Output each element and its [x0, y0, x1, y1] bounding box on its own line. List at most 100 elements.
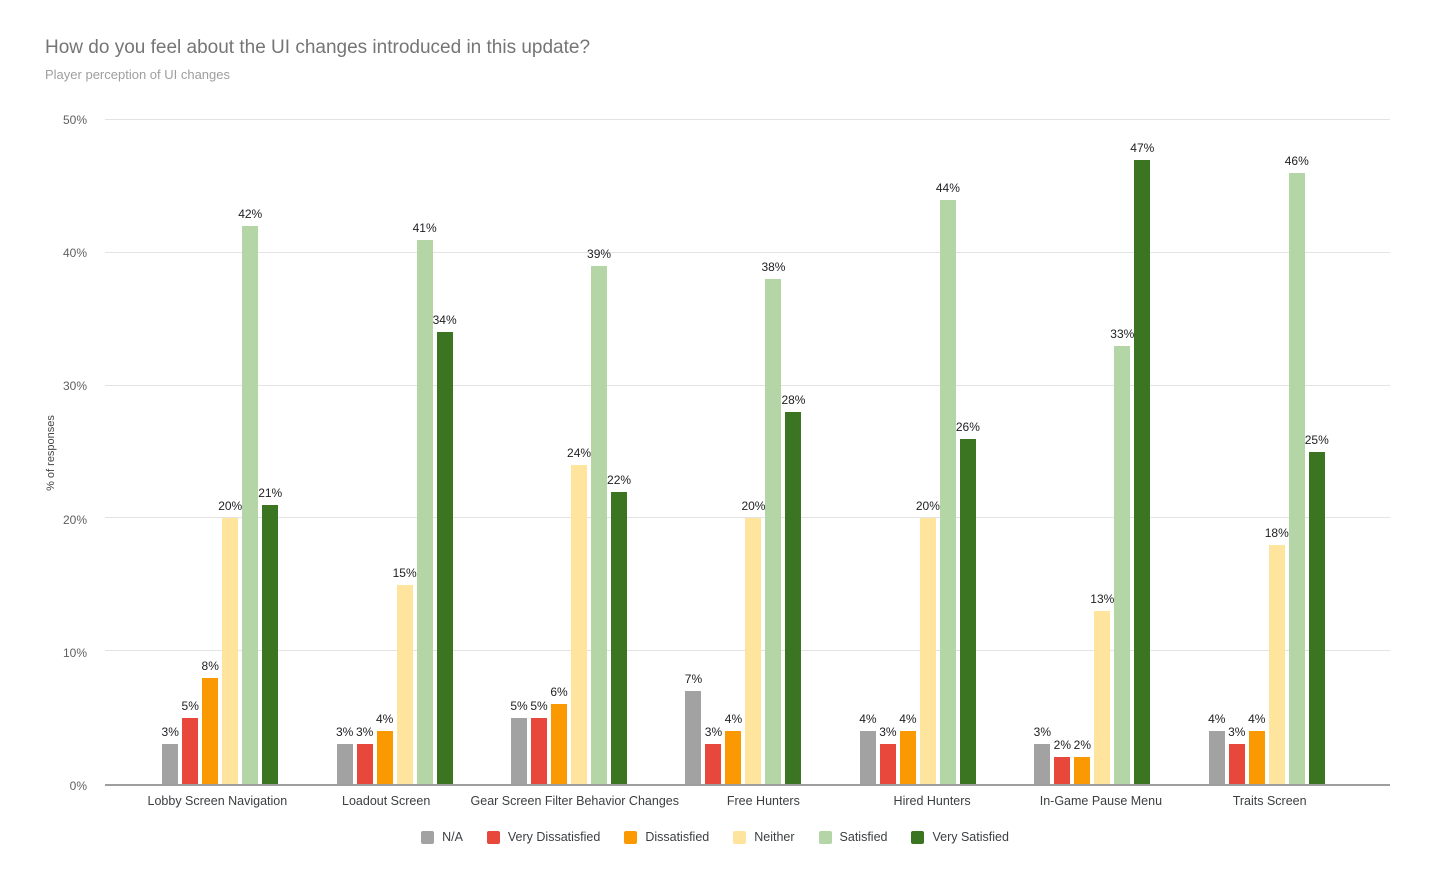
bar-value-label: 4%: [1248, 711, 1266, 726]
bar-value-label: 2%: [1053, 738, 1071, 753]
y-axis-tick-label: 50%: [62, 113, 87, 127]
legend-swatch-very-dissatisfied: [486, 830, 500, 844]
bar-very-satisfied-lobby-screen-navigation: 21%: [258, 486, 282, 784]
y-axis-tick-label: 0%: [69, 779, 87, 793]
bar-value-label: 22%: [607, 472, 632, 487]
bar-value-label: 5%: [181, 698, 199, 713]
bar-value-label: 3%: [879, 725, 897, 740]
legend-label: N/A: [442, 830, 463, 844]
bar-value-label: 15%: [392, 565, 417, 580]
bar-neither-gear-screen-filter-behavior-changes: 24%: [567, 446, 591, 784]
bar-value-label: 20%: [741, 499, 766, 514]
bar-very-dissatisfied-loadout-screen: 3%: [356, 725, 373, 784]
x-axis-label-gear-screen-filter-behavior-changes: Gear Screen Filter Behavior Changes: [471, 794, 679, 808]
bar-value-label: 39%: [587, 247, 612, 262]
x-axis-label-text: Free Hunters: [726, 794, 800, 808]
bar-value-label: 42%: [238, 207, 263, 222]
bar-satisfied-traits-screen: 46%: [1285, 154, 1309, 784]
bar-n-a-lobby-screen-navigation: 3%: [162, 725, 179, 784]
bar-satisfied-loadout-screen: 41%: [413, 221, 437, 784]
bar-neither-hired-hunters: 20%: [916, 499, 940, 784]
bar-value-label: 4%: [899, 711, 917, 726]
x-axis-label-text: Hired Hunters: [893, 794, 971, 808]
bar-n-a-loadout-screen: 3%: [336, 725, 353, 784]
legend-swatch-satisfied: [818, 830, 832, 844]
legend-swatch-neither: [733, 830, 747, 844]
legend-label: Dissatisfied: [645, 830, 710, 844]
gridline: [105, 251, 1390, 253]
x-axis-label-text: Loadout Screen: [342, 794, 431, 808]
x-axis-label-hired-hunters: Hired Hunters: [848, 794, 1017, 808]
bar-very-dissatisfied-hired-hunters: 3%: [879, 725, 897, 784]
bar-value-label: 28%: [781, 393, 806, 408]
bar-dissatisfied-lobby-screen-navigation: 8%: [202, 659, 219, 784]
bar-satisfied-lobby-screen-navigation: 42%: [238, 207, 262, 784]
gridline: [105, 517, 1390, 519]
bar-n-a-gear-screen-filter-behavior-changes: 5%: [510, 699, 528, 784]
x-axis-label-text: Lobby Screen Navigation: [147, 794, 288, 808]
bar-group-traits-screen: 4% 3% 4% 18% 46% 25%: [1180, 120, 1354, 784]
bar-value-label: 5%: [530, 698, 548, 713]
bar-value-label: 47%: [1130, 140, 1155, 155]
bar-dissatisfied-hired-hunters: 4%: [899, 712, 917, 784]
bar-value-label: 3%: [1033, 725, 1051, 740]
bar-value-label: 3%: [704, 725, 723, 740]
bar-n-a-free-hunters: 7%: [685, 672, 702, 784]
bar-groups: 3% 5% 8% 20% 42% 21% 3% 3% 4% 15% 41% 34% 5% 5% 6% 24% 3…: [105, 120, 1390, 784]
bar-value-label: 3%: [335, 725, 354, 740]
legend-item-very-satisfied: Very Satisfied: [911, 830, 1009, 844]
bar-value-label: 3%: [161, 725, 179, 740]
bar-value-label: 44%: [935, 180, 960, 195]
bar-value-label: 41%: [412, 220, 437, 235]
bar-value-label: 7%: [684, 672, 703, 687]
bar-value-label: 34%: [432, 313, 457, 328]
bar-value-label: 20%: [218, 499, 243, 514]
bar-value-label: 5%: [510, 698, 528, 713]
bar-group-loadout-screen: 3% 3% 4% 15% 41% 34%: [307, 120, 481, 784]
chart-subtitle: Player perception of UI changes: [45, 67, 230, 82]
legend-item-neither: Neither: [733, 830, 795, 844]
bar-value-label: 2%: [1073, 738, 1091, 753]
bar-very-dissatisfied-traits-screen: 3%: [1228, 725, 1245, 784]
legend-label: Very Dissatisfied: [507, 830, 601, 844]
bar-n-a-hired-hunters: 4%: [859, 712, 877, 784]
legend-label: Very Satisfied: [932, 830, 1009, 844]
bar-neither-traits-screen: 18%: [1265, 526, 1289, 784]
bar-value-label: 8%: [201, 658, 219, 673]
bar-very-satisfied-hired-hunters: 26%: [956, 420, 980, 784]
bar-value-label: 46%: [1284, 154, 1309, 169]
bar-satisfied-free-hunters: 38%: [761, 260, 785, 784]
legend-item-dissatisfied: Dissatisfied: [624, 830, 709, 844]
bar-very-satisfied-traits-screen: 25%: [1305, 433, 1329, 784]
x-axis-label-text: Gear Screen Filter Behavior Changes: [470, 794, 679, 808]
legend-swatch-dissatisfied: [624, 830, 638, 844]
legend-label: Satisfied: [839, 830, 888, 844]
bar-very-dissatisfied-lobby-screen-navigation: 5%: [182, 699, 199, 784]
bar-very-satisfied-loadout-screen: 34%: [433, 313, 457, 784]
bar-dissatisfied-gear-screen-filter-behavior-changes: 6%: [550, 685, 568, 784]
legend-swatch-n-a: [421, 830, 435, 844]
plot-area: 3% 5% 8% 20% 42% 21% 3% 3% 4% 15% 41% 34% 5% 5% 6% 24% 3…: [105, 119, 1390, 786]
bar-dissatisfied-in-game-pause-menu: 2%: [1074, 738, 1091, 784]
bar-neither-lobby-screen-navigation: 20%: [218, 499, 242, 784]
x-axis-label-free-hunters: Free Hunters: [679, 794, 848, 808]
bar-value-label: 18%: [1264, 525, 1289, 540]
x-axis-label-lobby-screen-navigation: Lobby Screen Navigation: [133, 794, 302, 808]
y-axis: 0% 10% 20% 30% 40% 50%: [0, 113, 95, 793]
x-axis-label-traits-screen: Traits Screen: [1185, 794, 1354, 808]
bar-value-label: 33%: [1110, 326, 1135, 341]
x-axis-label-loadout-screen: Loadout Screen: [302, 794, 471, 808]
bar-neither-in-game-pause-menu: 13%: [1090, 592, 1114, 784]
bar-value-label: 38%: [761, 260, 786, 275]
x-axis-label-in-game-pause-menu: In-Game Pause Menu: [1017, 794, 1186, 808]
bar-satisfied-in-game-pause-menu: 33%: [1110, 327, 1134, 784]
x-axis: Lobby Screen Navigation Loadout Screen Gea…: [105, 794, 1390, 808]
bar-value-label: 4%: [859, 711, 877, 726]
bar-value-label: 4%: [724, 711, 743, 726]
bar-value-label: 25%: [1304, 433, 1329, 447]
bar-n-a-in-game-pause-menu: 3%: [1034, 725, 1051, 784]
bar-dissatisfied-free-hunters: 4%: [725, 712, 742, 784]
bar-very-dissatisfied-free-hunters: 3%: [705, 725, 722, 784]
y-axis-tick-label: 20%: [62, 512, 87, 527]
